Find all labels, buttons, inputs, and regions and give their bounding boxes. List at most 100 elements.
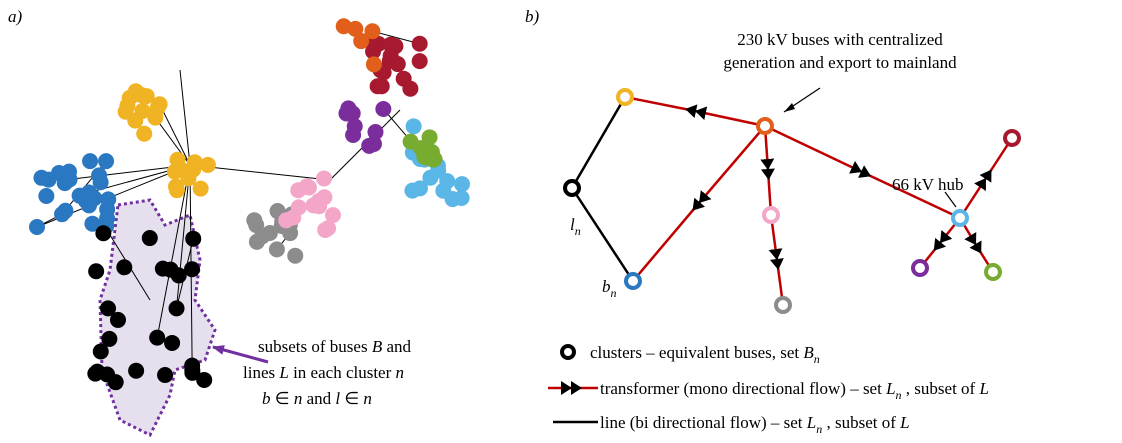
bus-dot xyxy=(402,80,419,97)
bus-dot xyxy=(168,182,185,199)
cluster-bus xyxy=(911,259,929,277)
bus-dot xyxy=(98,153,115,170)
bus-dot xyxy=(421,129,438,146)
legend-symbol xyxy=(560,344,576,360)
legend-entry: transformer (mono directional flow) – se… xyxy=(600,379,989,402)
edge xyxy=(176,164,191,309)
edge xyxy=(156,164,191,338)
hub-arrow xyxy=(944,191,957,208)
bus-dot xyxy=(261,224,278,241)
bus-dot xyxy=(138,88,155,105)
bus-dot xyxy=(347,20,364,37)
bus-dot xyxy=(164,334,181,351)
bus-dot xyxy=(184,261,201,278)
hub-label: 66 kV hub xyxy=(892,175,963,194)
cluster-bus xyxy=(774,296,792,314)
bus-dot xyxy=(151,96,168,113)
edge xyxy=(372,30,420,45)
bus-dot xyxy=(56,175,73,192)
bus-dot xyxy=(375,101,392,118)
bus-dot xyxy=(29,218,46,235)
bus-dot xyxy=(423,144,440,161)
bus-dot xyxy=(184,357,201,374)
callout-text: generation and export to mainland xyxy=(723,53,957,72)
cluster-bus xyxy=(984,263,1002,281)
bus-dot xyxy=(101,330,118,347)
bus-dot xyxy=(92,343,109,360)
bus-dot xyxy=(320,220,337,237)
bus-dot xyxy=(411,53,428,70)
bus-dot xyxy=(246,212,263,229)
bus-dot xyxy=(346,118,363,135)
bus-dot xyxy=(116,259,133,276)
transformers xyxy=(624,95,1014,306)
line-label: ln xyxy=(570,215,581,238)
annotation-line: lines L in each cluster n xyxy=(243,363,404,382)
bus-dot xyxy=(196,371,213,388)
bus-dot xyxy=(268,241,285,258)
bus-dot xyxy=(310,193,327,210)
cluster-bus xyxy=(1003,129,1021,147)
cluster-bus xyxy=(762,206,780,224)
bus-dot xyxy=(367,124,384,141)
network xyxy=(29,18,470,391)
bus-dot xyxy=(88,263,105,280)
bus-dot xyxy=(316,170,333,187)
bus-dot xyxy=(290,182,307,199)
buses xyxy=(563,88,1021,314)
bus-dot xyxy=(99,366,116,383)
bus-dot xyxy=(373,78,390,95)
bus-dot xyxy=(162,261,179,278)
bus-dot xyxy=(411,35,428,52)
bus-dot xyxy=(185,230,202,247)
callout-arrow-head xyxy=(784,103,795,112)
bus-label: bn xyxy=(602,277,617,300)
bus-dot xyxy=(382,47,399,64)
bus-dot xyxy=(324,207,341,224)
bus-dot xyxy=(109,311,126,328)
bus-dot xyxy=(38,187,55,204)
bus-dot xyxy=(364,23,381,40)
panel-label: b) xyxy=(525,7,540,26)
bus-dot xyxy=(353,33,370,50)
lines xyxy=(570,96,635,282)
bus-dot xyxy=(33,169,50,186)
bus-dot xyxy=(141,230,158,247)
panel-label: a) xyxy=(8,7,23,26)
bus-dot xyxy=(100,191,117,208)
bus-dot xyxy=(278,212,295,229)
legend-entry: line (bi directional flow) – set Ln , su… xyxy=(600,413,910,436)
edges xyxy=(36,30,439,366)
bus-dot xyxy=(361,137,378,154)
bus-dot xyxy=(136,125,153,142)
cluster-bus xyxy=(624,272,642,290)
annotation-arrow xyxy=(212,345,269,364)
bus-dot xyxy=(95,225,112,242)
bus-dot xyxy=(405,118,422,135)
bus-dot xyxy=(382,36,399,53)
bus-dot xyxy=(71,187,88,204)
annotation-line: b ∈ n and l ∈ n xyxy=(262,389,372,408)
edge xyxy=(159,103,191,166)
bus-dot xyxy=(169,151,186,168)
bus-dot xyxy=(157,367,174,384)
bus-dot xyxy=(453,190,470,207)
bus-dot xyxy=(82,153,99,170)
bus-dot xyxy=(100,300,117,317)
bus-dot xyxy=(192,180,209,197)
bus-dot xyxy=(92,174,109,191)
bus-dot xyxy=(57,202,74,219)
bus-dot xyxy=(147,109,164,126)
bus-dot xyxy=(168,300,185,317)
edge xyxy=(179,69,191,166)
cluster-bus xyxy=(563,179,581,197)
bus-dot xyxy=(128,362,145,379)
annotation-line: subsets of buses B and xyxy=(258,337,411,356)
legend-entry: clusters – equivalent buses, set Bn xyxy=(590,343,820,366)
bus-dot xyxy=(149,329,166,346)
bus-dot xyxy=(404,182,421,199)
bus-dot xyxy=(365,56,382,73)
cluster-bus xyxy=(756,117,774,135)
cluster-bus xyxy=(951,209,969,227)
